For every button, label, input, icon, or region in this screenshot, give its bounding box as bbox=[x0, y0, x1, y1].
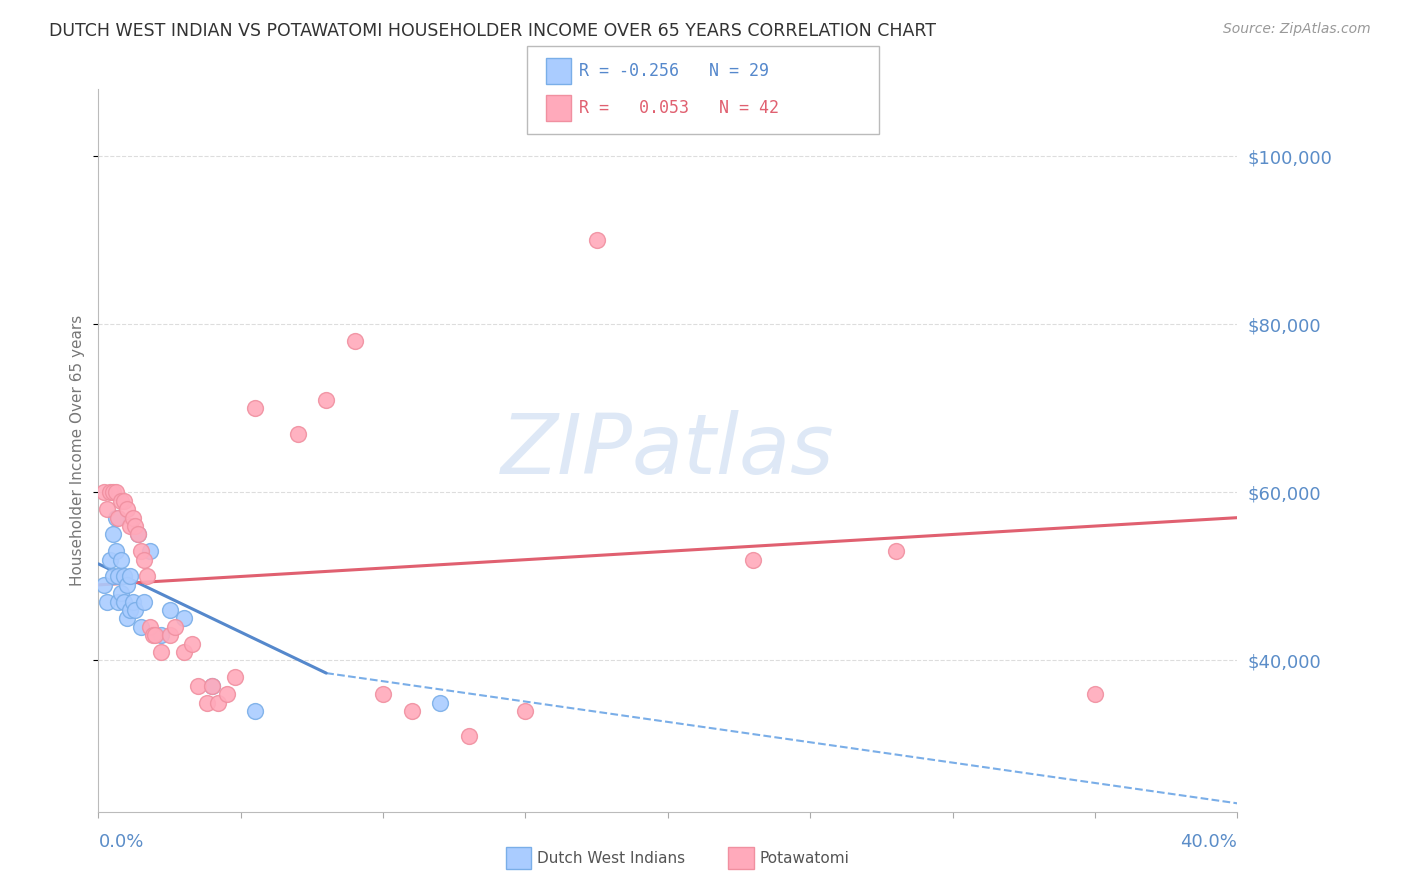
Text: 0.0%: 0.0% bbox=[98, 833, 143, 851]
Point bbox=[110, 586, 132, 600]
Point bbox=[112, 569, 135, 583]
Point bbox=[93, 485, 115, 500]
Point bbox=[243, 401, 266, 416]
Point bbox=[187, 679, 209, 693]
Point bbox=[104, 544, 127, 558]
Point bbox=[118, 569, 141, 583]
Point bbox=[115, 502, 138, 516]
Point bbox=[112, 494, 135, 508]
Point bbox=[107, 510, 129, 524]
Point bbox=[129, 620, 152, 634]
Point bbox=[110, 494, 132, 508]
Point bbox=[107, 595, 129, 609]
Point bbox=[118, 603, 141, 617]
Point bbox=[115, 578, 138, 592]
Point bbox=[98, 552, 121, 566]
Point bbox=[884, 544, 907, 558]
Point bbox=[132, 595, 155, 609]
Point bbox=[201, 679, 224, 693]
Point bbox=[96, 502, 118, 516]
Point bbox=[315, 392, 337, 407]
Point bbox=[165, 620, 187, 634]
Point bbox=[195, 696, 218, 710]
Point bbox=[104, 510, 127, 524]
Text: Source: ZipAtlas.com: Source: ZipAtlas.com bbox=[1223, 22, 1371, 37]
Point bbox=[132, 552, 155, 566]
Point bbox=[101, 485, 124, 500]
Point bbox=[173, 611, 195, 625]
Text: DUTCH WEST INDIAN VS POTAWATOMI HOUSEHOLDER INCOME OVER 65 YEARS CORRELATION CHA: DUTCH WEST INDIAN VS POTAWATOMI HOUSEHOL… bbox=[49, 22, 936, 40]
Point bbox=[121, 510, 143, 524]
Point bbox=[742, 552, 765, 566]
Point bbox=[127, 527, 149, 541]
Point bbox=[173, 645, 195, 659]
Text: Dutch West Indians: Dutch West Indians bbox=[537, 851, 685, 865]
Point bbox=[224, 670, 246, 684]
Point bbox=[515, 704, 537, 718]
Point bbox=[1084, 687, 1107, 701]
Point bbox=[101, 527, 124, 541]
Point bbox=[181, 637, 204, 651]
Point bbox=[112, 595, 135, 609]
Point bbox=[457, 729, 479, 743]
Text: Potawatomi: Potawatomi bbox=[759, 851, 849, 865]
Y-axis label: Householder Income Over 65 years: Householder Income Over 65 years bbox=[70, 315, 86, 586]
Point bbox=[243, 704, 266, 718]
Text: R = -0.256   N = 29: R = -0.256 N = 29 bbox=[579, 62, 769, 80]
Point bbox=[429, 696, 451, 710]
Point bbox=[159, 628, 181, 642]
Point bbox=[287, 426, 309, 441]
Point bbox=[96, 595, 118, 609]
Point bbox=[343, 334, 366, 349]
Point bbox=[585, 234, 607, 248]
Point bbox=[118, 519, 141, 533]
Point bbox=[115, 611, 138, 625]
Text: 40.0%: 40.0% bbox=[1181, 833, 1237, 851]
Point bbox=[150, 645, 173, 659]
Point bbox=[129, 544, 152, 558]
Point bbox=[159, 603, 181, 617]
Point bbox=[401, 704, 423, 718]
Point bbox=[93, 578, 115, 592]
Point bbox=[373, 687, 395, 701]
Point bbox=[104, 485, 127, 500]
Point bbox=[138, 620, 160, 634]
Point bbox=[145, 628, 167, 642]
Point bbox=[141, 628, 163, 642]
Point bbox=[124, 519, 146, 533]
Text: R =   0.053   N = 42: R = 0.053 N = 42 bbox=[579, 99, 779, 117]
Point bbox=[124, 603, 146, 617]
Point bbox=[138, 544, 160, 558]
Point bbox=[150, 628, 173, 642]
Point bbox=[98, 485, 121, 500]
Point bbox=[110, 552, 132, 566]
Point bbox=[135, 569, 157, 583]
Point bbox=[215, 687, 238, 701]
Point bbox=[107, 569, 129, 583]
Text: ZIPatlas: ZIPatlas bbox=[501, 410, 835, 491]
Point bbox=[121, 595, 143, 609]
Point bbox=[127, 527, 149, 541]
Point bbox=[207, 696, 229, 710]
Point bbox=[101, 569, 124, 583]
Point bbox=[201, 679, 224, 693]
